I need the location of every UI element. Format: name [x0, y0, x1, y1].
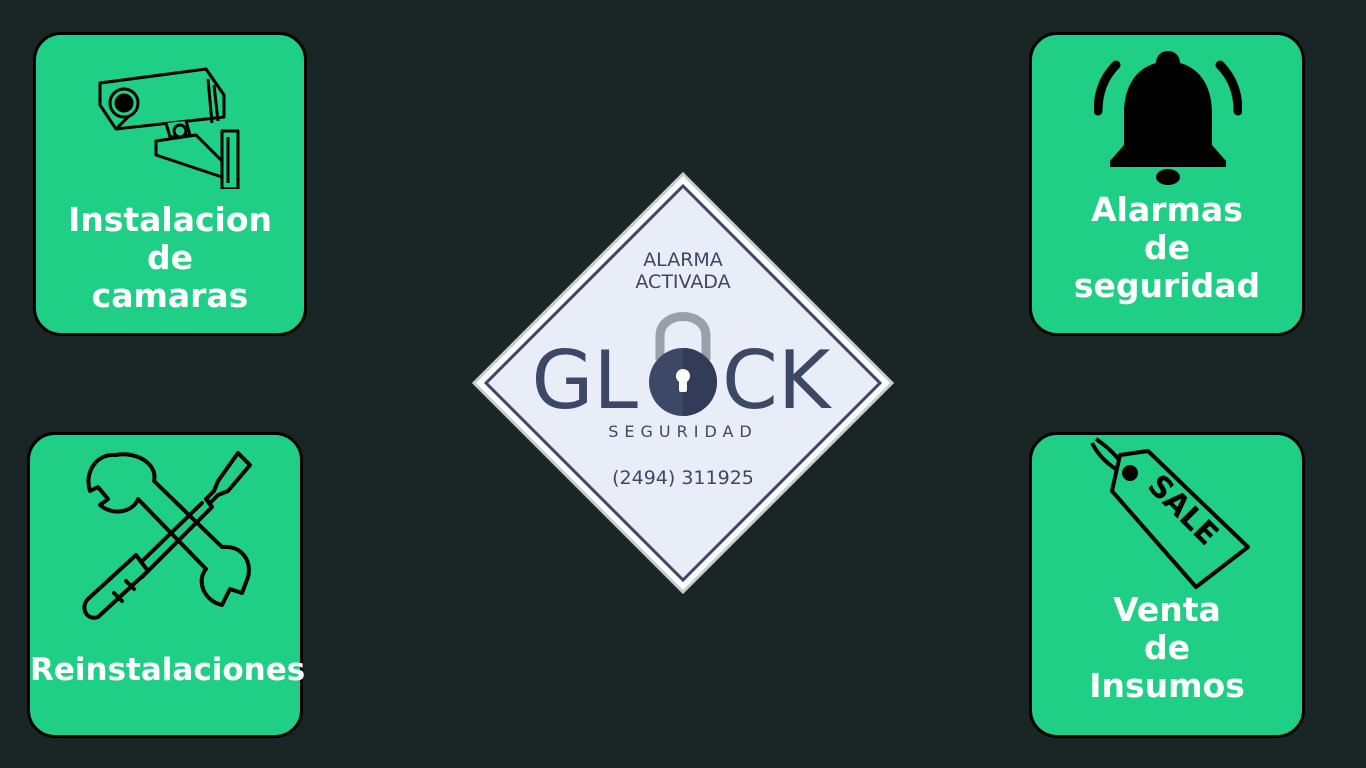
security-camera-icon	[98, 67, 240, 189]
card-camera-installation[interactable]: Instalacion de camaras	[33, 32, 307, 336]
card-reinstallations[interactable]: Reinstalaciones	[27, 432, 306, 738]
card-supplies-sale[interactable]: SALE Venta de Insumos	[1029, 432, 1305, 738]
sale-tag-icon: SALE	[1090, 437, 1250, 589]
card-camera-installation-label: Instalacion de camaras	[67, 200, 273, 315]
padlock-icon	[649, 312, 717, 416]
wrench-screwdriver-icon	[82, 451, 252, 620]
card-reinstallations-label: Reinstalaciones	[30, 652, 306, 688]
sign-top-line2: ACTIVADA	[635, 271, 730, 293]
alarm-sign-logo: ALARMA ACTIVADA GL CK SEGURIDAD (2494) 3…	[471, 171, 895, 595]
card-supplies-sale-label: Venta de Insumos	[1089, 590, 1245, 705]
alarm-bell-icon	[1094, 51, 1242, 185]
sign-subtitle: SEGURIDAD	[608, 422, 758, 441]
card-security-alarms[interactable]: Alarmas de seguridad	[1029, 32, 1305, 336]
sign-brand-right: CK	[722, 334, 833, 427]
sign-top-line1: ALARMA	[643, 249, 723, 271]
sign-phone: (2494) 311925	[612, 467, 754, 489]
card-security-alarms-label: Alarmas de seguridad	[1073, 190, 1261, 305]
sign-brand-left: GL	[531, 334, 638, 427]
